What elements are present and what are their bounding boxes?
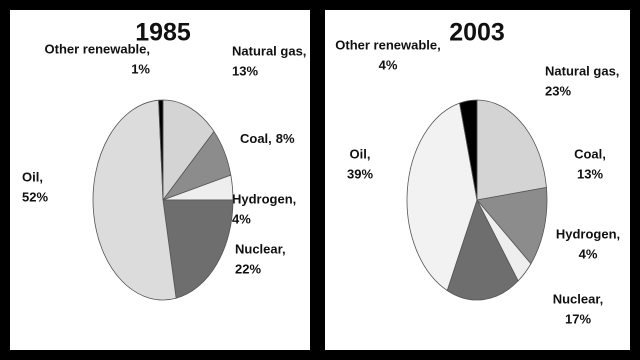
value-label: 4%	[379, 57, 398, 72]
chart-title: 1985	[135, 19, 191, 47]
slice-label: Hydrogen,	[232, 191, 296, 206]
slice-label: Other renewable,	[335, 37, 440, 52]
slice-label: Nuclear,	[235, 241, 286, 256]
value-label: 52%	[22, 189, 48, 204]
pie-slice	[92, 99, 177, 301]
value-label: 23%	[545, 83, 571, 98]
value-label: 22%	[235, 261, 261, 276]
slice-label: Oil,	[22, 169, 43, 184]
chart-title: 2003	[449, 19, 505, 47]
value-label: 8%	[276, 131, 295, 146]
pie-slice	[406, 102, 478, 292]
value-label: 4%	[579, 246, 598, 261]
value-label: 13%	[577, 166, 603, 181]
value-label: 39%	[347, 166, 373, 181]
slice-label: Hydrogen,	[556, 226, 620, 241]
category-text: Coal,	[240, 131, 272, 146]
slice-label: Natural gas,	[545, 63, 619, 78]
pie-slice	[446, 198, 519, 301]
slice-label: Coal,	[574, 146, 606, 161]
pie-slice	[162, 199, 234, 299]
value-label: 13%	[232, 63, 258, 78]
pie-slice	[459, 99, 478, 201]
slice-label: Other renewable,	[45, 41, 150, 56]
pie-slice	[476, 186, 548, 265]
slice-label: Nuclear,	[553, 291, 604, 306]
slice-label: Coal, 8%	[240, 131, 295, 146]
pie-slice	[476, 99, 547, 201]
slice-label: Oil,	[350, 146, 371, 161]
pie-slice	[162, 99, 215, 202]
slice-label: Natural gas,	[232, 43, 306, 58]
pie-slice	[158, 99, 164, 201]
value-label: 17%	[565, 311, 591, 326]
value-label: 1%	[131, 61, 150, 76]
value-label: 4%	[232, 211, 251, 226]
